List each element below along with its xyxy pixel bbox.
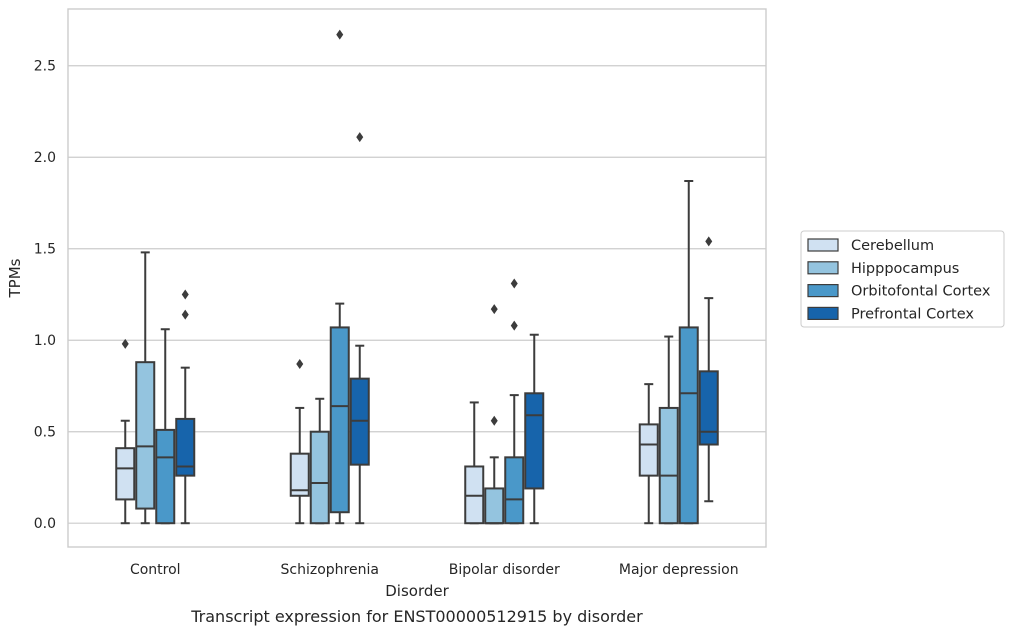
outlier-point	[510, 320, 518, 331]
box-group	[135, 251, 156, 525]
box	[115, 447, 136, 501]
legend-frame	[800, 230, 1005, 328]
legend-label: Cerebellum	[851, 238, 934, 254]
box-group	[289, 359, 310, 525]
outlier-point	[490, 415, 498, 426]
y-tick-label: 1.5	[34, 242, 56, 258]
legend-swatch	[807, 261, 839, 275]
box	[329, 326, 350, 514]
x-tick-label: Bipolar disorder	[449, 562, 560, 578]
x-tick-label: Major depression	[619, 562, 739, 578]
outlier-point	[336, 29, 344, 40]
legend-label: Prefrontal Cortex	[851, 306, 974, 322]
outlier-point	[121, 338, 129, 349]
legend-swatch	[807, 284, 839, 298]
box-group	[678, 180, 699, 525]
box	[524, 392, 545, 490]
box	[155, 428, 176, 525]
plot-frame	[67, 8, 767, 548]
box-group	[484, 304, 505, 525]
y-tick-label: 2.0	[34, 150, 56, 166]
box-group	[698, 236, 719, 503]
box	[309, 430, 330, 525]
box	[638, 423, 659, 477]
y-tick-label: 0.5	[34, 425, 56, 441]
x-tick-label: Schizophrenia	[281, 562, 379, 578]
x-tick-label: Control	[130, 562, 181, 578]
x-tick-labels: Control Schizophrenia Bipolar disorder Majo…	[130, 562, 739, 578]
box	[135, 361, 156, 510]
box	[678, 326, 699, 525]
outlier-point	[705, 236, 713, 247]
box	[484, 487, 505, 525]
outlier-point	[510, 278, 518, 289]
box	[698, 370, 719, 446]
legend-swatch	[807, 238, 839, 252]
box-group	[349, 132, 370, 525]
legend-label: Hipppocampus	[851, 261, 959, 277]
box-groups	[115, 29, 719, 525]
box-group	[504, 278, 525, 525]
box-group	[464, 401, 485, 525]
box	[175, 417, 196, 477]
box-group	[175, 289, 196, 525]
box-group	[115, 338, 136, 525]
legend-swatch	[807, 306, 839, 320]
y-tick-labels: 0.0 0.5 1.0 1.5 2.0 2.5	[34, 59, 56, 532]
y-axis-title: TPMs	[6, 258, 24, 298]
box-group	[524, 333, 545, 525]
box-group	[155, 328, 176, 525]
box-group	[329, 29, 350, 525]
outlier-point	[181, 309, 189, 320]
box-group	[309, 397, 330, 525]
outlier-point	[490, 304, 498, 315]
legend-label: Orbitofontal Cortex	[851, 284, 991, 300]
box-group	[638, 383, 659, 525]
outlier-point	[181, 289, 189, 300]
box	[289, 452, 310, 497]
box	[658, 406, 679, 525]
box-group	[658, 335, 679, 525]
chart-caption: Transcript expression for ENST0000051291…	[190, 607, 643, 626]
outlier-point	[296, 359, 304, 370]
legend: Cerebellum Hipppocampus Orbitofontal Corte…	[800, 230, 1005, 328]
y-tick-label: 1.0	[34, 333, 56, 349]
outlier-point	[356, 132, 364, 143]
y-tick-label: 2.5	[34, 59, 56, 75]
x-axis-title: Disorder	[385, 582, 449, 600]
box	[504, 456, 525, 525]
y-tick-label: 0.0	[34, 516, 56, 532]
